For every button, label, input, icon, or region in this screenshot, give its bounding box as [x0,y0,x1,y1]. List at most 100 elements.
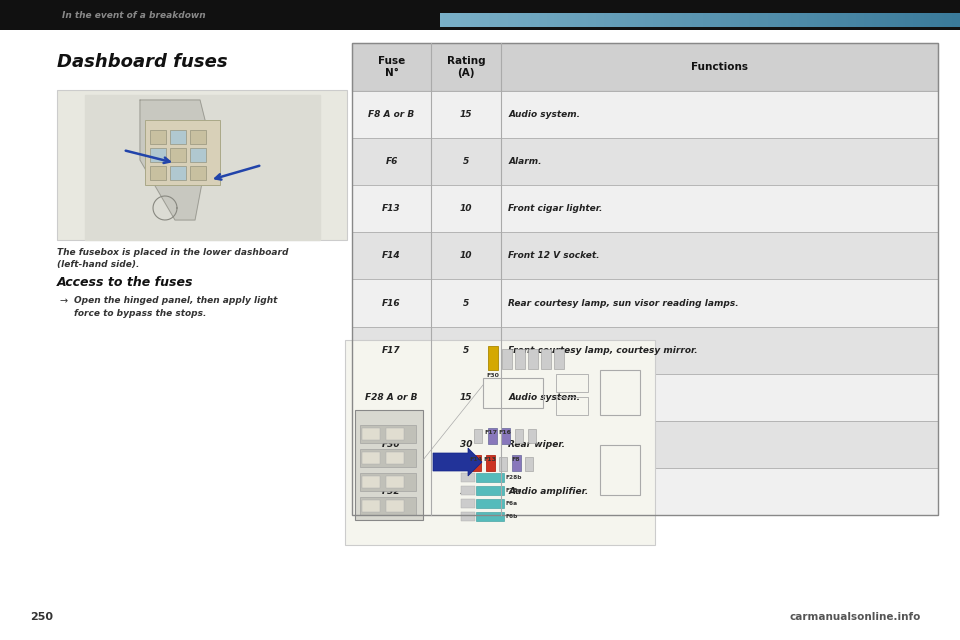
Bar [145,120,220,185]
Bar [640,13,643,27]
Text: 10: 10 [460,487,472,496]
Bar [794,13,796,27]
Bar [945,13,948,27]
Bar [386,428,404,440]
Bar [651,13,654,27]
Bar [516,13,518,27]
Text: F30: F30 [487,373,499,378]
Bar [596,13,599,27]
Bar [541,349,551,369]
Bar [828,13,830,27]
Bar [518,13,520,27]
Text: F28b: F28b [506,475,522,480]
Bar [703,13,706,27]
Bar [170,148,186,162]
Bar [472,455,481,471]
Bar [525,457,533,471]
Bar [616,13,619,27]
Bar [791,13,794,27]
FancyArrow shape [433,448,482,476]
Bar [557,13,560,27]
Bar [560,13,563,27]
Bar [468,13,471,27]
Bar [539,13,541,27]
Bar [461,486,475,495]
Bar [689,13,692,27]
Bar [838,13,841,27]
Bar [453,13,456,27]
Bar [607,13,609,27]
Bar [360,473,416,491]
Text: Functions: Functions [691,62,748,72]
Bar [830,13,832,27]
Bar [510,13,513,27]
Bar [593,13,596,27]
Bar [713,13,716,27]
Bar [150,148,166,162]
Bar [487,13,490,27]
Bar [190,166,206,180]
Bar [817,13,820,27]
Bar [765,13,768,27]
Bar [476,13,479,27]
Text: 5: 5 [463,346,469,355]
Bar [494,13,497,27]
Bar [656,13,659,27]
Bar [669,13,671,27]
Bar [552,13,555,27]
Text: F6b: F6b [506,514,518,519]
Bar [534,13,537,27]
Bar [541,13,544,27]
Text: Alarm.: Alarm. [509,157,542,166]
Text: Open the hinged panel, then apply light
force to bypass the stops.: Open the hinged panel, then apply light … [74,296,277,317]
Bar [386,452,404,464]
Bar [523,13,526,27]
Bar [663,13,666,27]
Bar [949,13,952,27]
Bar [625,13,627,27]
Bar [893,13,895,27]
Bar [362,500,380,512]
Bar [747,13,750,27]
Bar [474,13,476,27]
Text: F28 A or B: F28 A or B [366,393,418,402]
Bar [687,13,689,27]
Text: 10: 10 [460,204,472,213]
Bar [744,13,747,27]
Bar [890,13,893,27]
Text: Front cigar lighter.: Front cigar lighter. [509,204,603,213]
Bar [697,13,700,27]
Bar [802,13,804,27]
Bar [546,13,549,27]
Bar [682,13,684,27]
Text: Rating
(A): Rating (A) [447,56,486,78]
Bar [528,13,531,27]
Bar [706,13,708,27]
Bar [360,497,416,515]
Bar [601,13,604,27]
Bar [466,13,468,27]
Bar [666,13,669,27]
Bar [677,13,680,27]
Bar [846,13,849,27]
Bar [488,428,497,444]
Bar [458,13,461,27]
Bar [549,13,552,27]
Bar [479,13,482,27]
Bar [464,13,467,27]
Bar [695,13,698,27]
Bar [355,410,423,520]
Bar [884,13,887,27]
Bar [718,13,721,27]
Bar [796,13,799,27]
Text: 15: 15 [460,393,472,402]
Bar [483,378,543,408]
Bar [921,13,924,27]
Bar [858,13,861,27]
Bar [555,13,557,27]
Bar [537,13,539,27]
Bar [461,473,475,482]
Bar [840,13,843,27]
Bar [456,13,458,27]
Bar [360,449,416,467]
